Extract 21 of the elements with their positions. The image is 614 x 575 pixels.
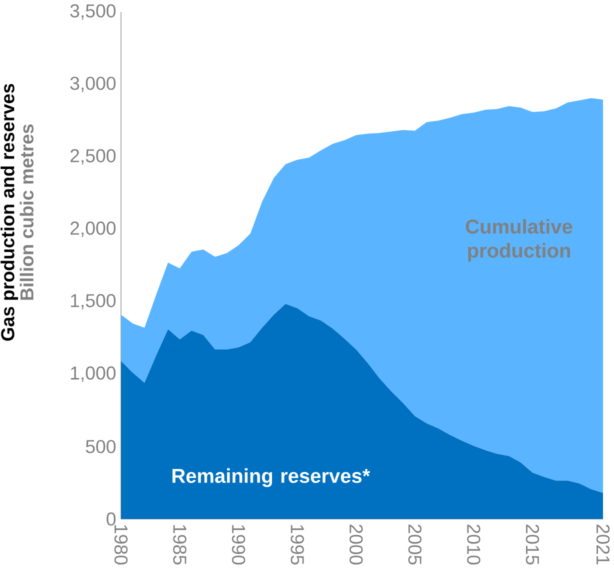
x-tick-label: 1990 [232,525,246,565]
series-label: Cumulative production [466,219,572,262]
x-tick-label: 2010 [467,524,480,565]
y-axis-title: Billion cubic metres [20,124,34,300]
text: Gas production and reserves [0,84,18,341]
series-label: Remaining reserves* [172,468,370,488]
y-tick-label: 0 [106,512,116,526]
x-tick-label: 2000 [350,524,363,565]
y-tick-label: 3,500 [70,4,116,20]
x-tick-label: 2005 [408,524,422,564]
y-tick-label: 500 [86,440,116,454]
x-tick-label: 2015 [526,524,540,564]
y-tick-label: 2,000 [70,222,116,237]
x-tick-label: 1985 [173,525,186,564]
x-tick-label: 1995 [290,525,304,564]
x-tick-label: 2021 [596,524,610,564]
y-tick-label: 3,000 [70,76,116,92]
x-tick-label: 1980 [114,525,128,565]
y-tick-label: 2,500 [70,149,116,165]
y-tick-label: 1,500 [71,294,116,310]
y-tick-label: 1,000 [71,366,116,382]
